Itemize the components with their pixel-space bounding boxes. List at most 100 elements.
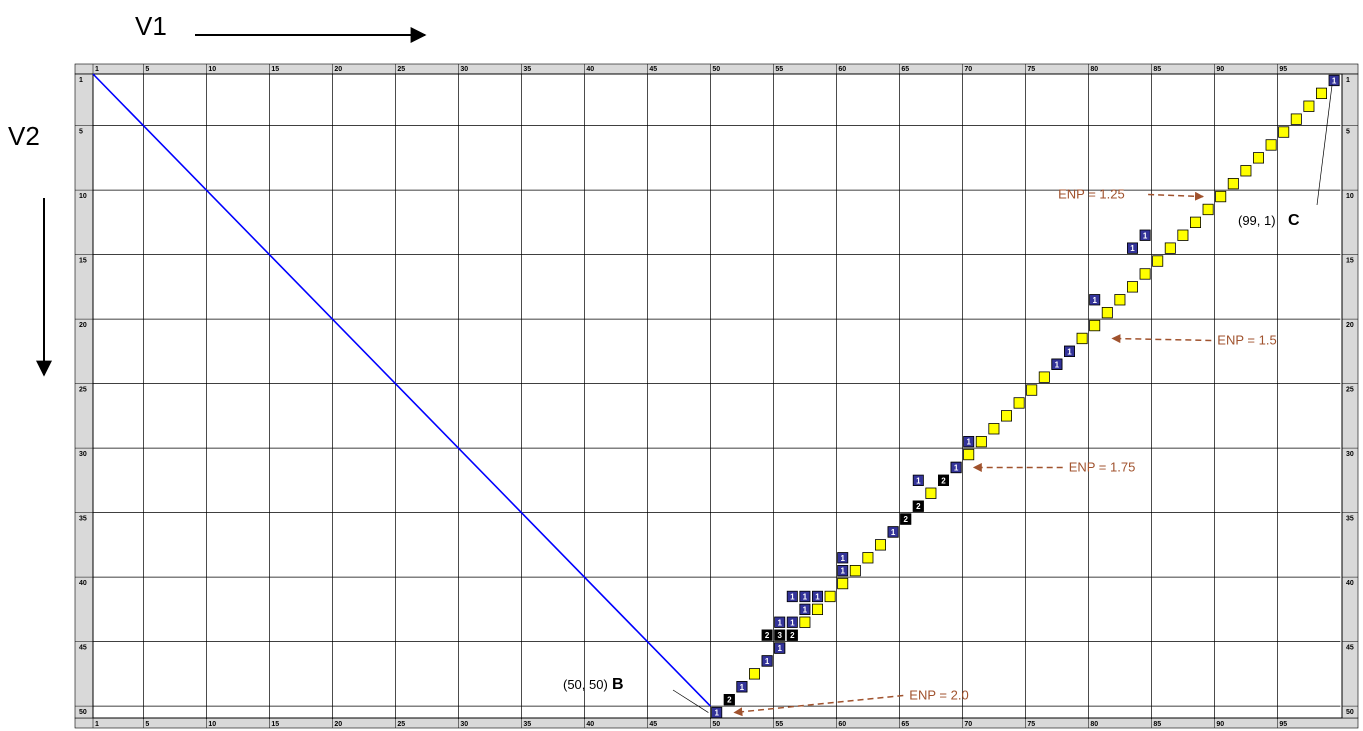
count-cell-label: 1: [840, 554, 845, 563]
path-cell: [988, 423, 1000, 435]
path-cell: [1227, 177, 1239, 190]
x-tick-label-bottom: 60: [838, 721, 846, 728]
enp-annotation-label: ENP = 2.0: [909, 688, 968, 703]
x-tick-label-top: 95: [1279, 66, 1287, 73]
count-cell-label: 1: [740, 683, 745, 692]
count-cell-label: 1: [1143, 231, 1148, 240]
count-cell: [786, 590, 798, 603]
points: (50, 50) B (99, 1) C: [563, 84, 1333, 713]
x-tick-label-bottom: 75: [1027, 721, 1035, 728]
count-cell: [837, 552, 849, 564]
x-tick-label-bottom: 95: [1279, 721, 1287, 728]
path-cell: [875, 539, 887, 551]
path-cell: [1152, 255, 1164, 267]
x-tick-label-bottom: 45: [649, 721, 657, 728]
x-tick-label-top: 80: [1090, 66, 1098, 73]
y-tick-label-left: 1: [79, 77, 83, 84]
x-tick-label-top: 35: [523, 66, 531, 73]
diagonal-group: [92, 73, 711, 707]
path-cell: [1202, 203, 1214, 216]
x-tick-label-top: 70: [964, 66, 972, 73]
path-cell: [1278, 126, 1290, 138]
path-cell: [812, 603, 824, 615]
path-cell: [1290, 113, 1302, 125]
count-cell-label: 1: [777, 644, 782, 653]
enp-annotation-arrow: [1148, 191, 1204, 201]
path-cell: [1164, 242, 1176, 254]
count-cell-label: 1: [954, 463, 959, 472]
count-cell-label: 1: [891, 528, 896, 537]
count-cell: [711, 706, 723, 719]
point-c-leader: [1316, 84, 1333, 206]
x-tick-label-bottom: 40: [586, 721, 594, 728]
count-cell: [1051, 358, 1063, 370]
count-cell-label: 1: [790, 618, 795, 627]
count-cell-label: 3: [777, 631, 782, 640]
y-tick-label-left: 20: [79, 322, 87, 329]
path-cell: [799, 616, 811, 628]
count-cell-label: 2: [916, 502, 921, 511]
count-cell: [1064, 345, 1076, 358]
count-cell: [900, 513, 912, 525]
x-tick-label-top: 90: [1216, 66, 1224, 73]
path-cell: [1089, 319, 1101, 332]
x-tick-label-top: 30: [460, 66, 468, 73]
count-cell-label: 1: [765, 657, 770, 666]
plot-area: [92, 73, 1343, 719]
count-cell-label: 2: [941, 476, 946, 485]
count-cell: [812, 590, 824, 603]
y-tick-label-left: 30: [79, 451, 87, 458]
count-cell: [799, 603, 811, 615]
count-cell-label: 1: [790, 592, 795, 601]
count-cell: [774, 616, 786, 628]
path-cell: [1303, 100, 1315, 112]
y-tick-label-right: 25: [1346, 387, 1354, 394]
x-tick-label-bottom: 55: [775, 721, 783, 728]
path-cell: [975, 435, 987, 448]
count-cell: [786, 616, 798, 628]
x-tick-label-top: 65: [901, 66, 909, 73]
gridlines: [93, 74, 1341, 719]
y-tick-label-left: 35: [79, 516, 87, 523]
path-cell: [1190, 216, 1202, 229]
count-cell: [1089, 294, 1101, 306]
x-tick-label-bottom: 65: [901, 721, 909, 728]
y-tick-label-left: 15: [79, 258, 87, 265]
x-tick-label-bottom: 5: [145, 721, 149, 728]
count-cell: [736, 681, 748, 693]
path-cell: [963, 448, 975, 461]
y-tick-label-right: 15: [1346, 258, 1354, 265]
right-tick-strip: [1341, 73, 1359, 719]
y-axis-label: V2: [8, 121, 40, 151]
count-cell: [912, 474, 924, 487]
count-cell-label: 1: [840, 567, 845, 576]
x-tick-label-bottom: 90: [1216, 721, 1224, 728]
count-cell: [887, 526, 899, 538]
count-cell-label: 1: [714, 709, 719, 718]
x-tick-label-top: 20: [334, 66, 342, 73]
count-cell: [799, 590, 811, 603]
count-cell: [950, 461, 962, 474]
count-cell: [1139, 229, 1151, 241]
path-cell: [1139, 268, 1151, 280]
x-tick-label-top: 25: [397, 66, 405, 73]
count-cell: [761, 629, 773, 641]
count-cell-label: 1: [916, 476, 921, 485]
enp-annotation-label: ENP = 1.5: [1217, 332, 1276, 347]
count-cell-label: 1: [803, 592, 808, 601]
y-tick-label-right: 40: [1346, 580, 1354, 587]
path-cell: [1013, 397, 1025, 409]
x-tick-label-bottom: 25: [397, 721, 405, 728]
x-tick-label-top: 10: [208, 66, 216, 73]
y-tick-label-right: 5: [1346, 129, 1350, 136]
path-cell: [1076, 332, 1088, 345]
count-cell-label: 1: [1055, 360, 1060, 369]
path-cell: [1316, 87, 1328, 99]
y-tick-label-right: 45: [1346, 645, 1354, 652]
count-cell: [1127, 242, 1139, 254]
point-b-coord: (50, 50): [563, 677, 608, 692]
count-cell: [837, 565, 849, 577]
x-tick-label-top: 60: [838, 66, 846, 73]
path-cell: [1001, 410, 1013, 422]
